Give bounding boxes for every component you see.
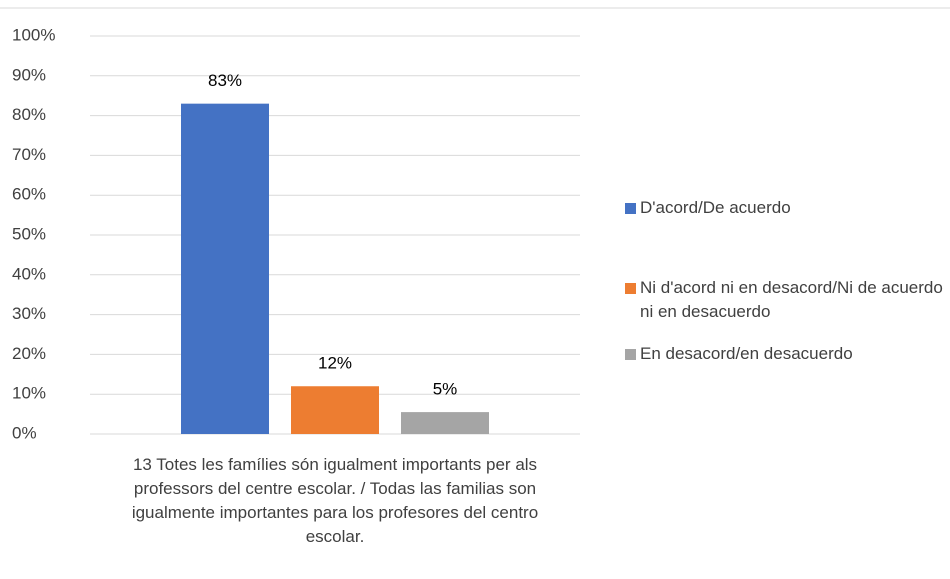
legend-item: Ni d'acord ni en desacord/Ni de acuerdo … [625, 276, 945, 324]
y-tick-label: 90% [12, 65, 46, 84]
y-tick-label: 50% [12, 224, 46, 243]
y-tick-label: 80% [12, 105, 46, 124]
data-label: 83% [208, 71, 242, 90]
y-tick-label: 60% [12, 185, 46, 204]
data-label: 12% [318, 354, 352, 373]
legend-swatch [625, 203, 636, 214]
data-label: 5% [433, 380, 458, 399]
y-tick-label: 40% [12, 264, 46, 283]
y-tick-label: 20% [12, 344, 46, 363]
legend-item: En desacord/en desacuerdo [625, 342, 945, 366]
bar [291, 386, 379, 434]
bar [401, 412, 489, 434]
bar [181, 103, 269, 434]
legend-label: En desacord/en desacuerdo [640, 344, 853, 363]
legend-label: D'acord/De acuerdo [640, 198, 791, 217]
x-tick-label: 13 Totes les famílies són igualment impo… [131, 455, 539, 546]
legend-label: Ni d'acord ni en desacord/Ni de acuerdo … [640, 278, 943, 321]
legend-item: D'acord/De acuerdo [625, 196, 945, 220]
y-tick-label: 70% [12, 145, 46, 164]
y-tick-label: 100% [12, 25, 55, 44]
y-tick-label: 10% [12, 384, 46, 403]
y-tick-label: 0% [12, 423, 37, 442]
legend-swatch [625, 283, 636, 294]
legend-swatch [625, 349, 636, 360]
y-tick-label: 30% [12, 304, 46, 323]
